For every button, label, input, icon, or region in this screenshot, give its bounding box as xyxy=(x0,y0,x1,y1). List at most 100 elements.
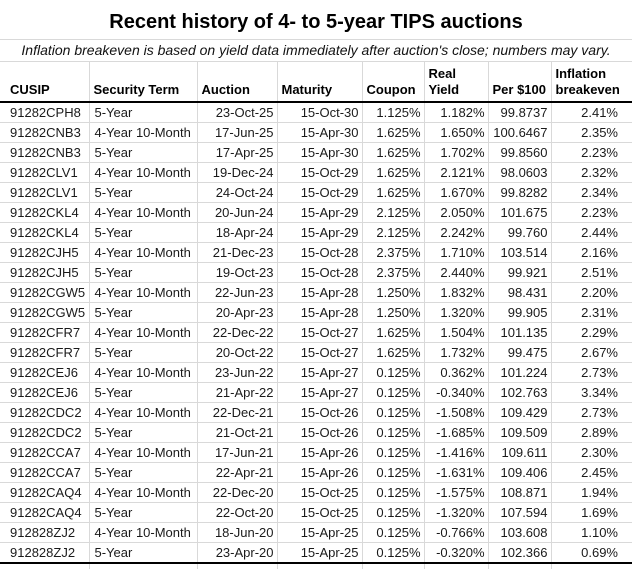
cell-cusip: 91282CAQ4 xyxy=(0,502,90,523)
cell-per-100: 99.760 xyxy=(487,222,552,243)
cell-per-100: 109.429 xyxy=(487,402,552,423)
cell-maturity-date: 15-Oct-26 xyxy=(276,402,363,423)
cell-inflation-breakeven: 2.32% xyxy=(550,162,632,183)
cell-auction-date: 21-Oct-21 xyxy=(196,422,278,443)
table-body: 91282CPH8 5-Year 23-Oct-25 15-Oct-30 1.1… xyxy=(0,101,632,564)
cell-real-yield: 1.670% xyxy=(423,182,489,203)
cell-auction-date: 17-Jun-21 xyxy=(196,442,278,463)
cell-security-term: 5-Year xyxy=(88,142,198,163)
cell-auction-date: 20-Oct-22 xyxy=(196,342,278,363)
cell-per-100: 99.8282 xyxy=(487,182,552,203)
cell-real-yield: 2.121% xyxy=(423,162,489,183)
cell-maturity-date: 15-Oct-25 xyxy=(276,482,363,503)
cell-per-100: 101.224 xyxy=(487,362,552,383)
cell-inflation-breakeven: 2.51% xyxy=(550,262,632,283)
column-header-cusip: CUSIP xyxy=(0,62,90,103)
cell-maturity-date: 15-Apr-30 xyxy=(276,142,363,163)
cell-real-yield: -0.766% xyxy=(423,522,489,543)
cell-maturity-date: 15-Oct-28 xyxy=(276,242,363,263)
cell-security-term: 4-Year 10-Month xyxy=(88,402,198,423)
table-row: 91282CJH5 4-Year 10-Month 21-Dec-23 15-O… xyxy=(0,242,632,263)
cell-auction-date: 22-Dec-22 xyxy=(196,322,278,343)
cell-real-yield: 1.650% xyxy=(423,122,489,143)
column-header-security-term: Security Term xyxy=(88,62,198,103)
table-row: 91282CCA7 5-Year 22-Apr-21 15-Apr-26 0.1… xyxy=(0,462,632,483)
cell-security-term: 5-Year xyxy=(88,422,198,443)
cell-real-yield: 1.182% xyxy=(423,101,489,123)
cell-coupon: 2.375% xyxy=(361,262,425,283)
table-row: 912828ZJ2 4-Year 10-Month 18-Jun-20 15-A… xyxy=(0,522,632,543)
cell-inflation-breakeven: 1.10% xyxy=(550,522,632,543)
cell-cusip: 91282CDC2 xyxy=(0,422,90,443)
cell-real-yield: -0.340% xyxy=(423,382,489,403)
cell-cusip: 91282CFR7 xyxy=(0,322,90,343)
cell-auction-date: 22-Dec-21 xyxy=(196,402,278,423)
cell-cusip: 91282CKL4 xyxy=(0,202,90,223)
cell-real-yield: -1.631% xyxy=(423,462,489,483)
cell-security-term: 4-Year 10-Month xyxy=(88,362,198,383)
cell-security-term: 5-Year xyxy=(88,542,198,564)
cell-per-100: 99.475 xyxy=(487,342,552,363)
cell-cusip: 91282CLV1 xyxy=(0,182,90,203)
cell-cusip: 91282CAQ4 xyxy=(0,482,90,503)
cell-coupon: 0.125% xyxy=(361,422,425,443)
cell-cusip: 91282CFR7 xyxy=(0,342,90,363)
cell-cusip: 91282CLV1 xyxy=(0,162,90,183)
cell-cusip: 912828ZJ2 xyxy=(0,522,90,543)
cell-per-100: 103.608 xyxy=(487,522,552,543)
cell-auction-date: 17-Jun-25 xyxy=(196,122,278,143)
table-row: 91282CLV1 5-Year 24-Oct-24 15-Oct-29 1.6… xyxy=(0,182,632,203)
table-row: 912828ZJ2 5-Year 23-Apr-20 15-Apr-25 0.1… xyxy=(0,542,632,564)
cell-inflation-breakeven: 2.23% xyxy=(550,142,632,163)
table-row: 91282CNB3 5-Year 17-Apr-25 15-Apr-30 1.6… xyxy=(0,142,632,163)
cell-coupon: 1.625% xyxy=(361,342,425,363)
cell-cusip: 91282CDC2 xyxy=(0,402,90,423)
cell-auction-date: 23-Jun-22 xyxy=(196,362,278,383)
cell-inflation-breakeven: 2.23% xyxy=(550,202,632,223)
auction-history-table: CUSIP Security Term Auction Maturity Cou… xyxy=(0,62,632,569)
cell-security-term: 4-Year 10-Month xyxy=(88,162,198,183)
cell-per-100: 99.8560 xyxy=(487,142,552,163)
cell-security-term: 4-Year 10-Month xyxy=(88,482,198,503)
table-row: 91282CAQ4 5-Year 22-Oct-20 15-Oct-25 0.1… xyxy=(0,502,632,523)
cell-maturity-date: 15-Oct-27 xyxy=(276,322,363,343)
cell-cusip: 91282CJH5 xyxy=(0,262,90,283)
cell-auction-date: 19-Dec-24 xyxy=(196,162,278,183)
cell-coupon: 0.125% xyxy=(361,542,425,564)
table-row: 91282CNB3 4-Year 10-Month 17-Jun-25 15-A… xyxy=(0,122,632,143)
cell-per-100: 101.135 xyxy=(487,322,552,343)
cell-maturity-date: 15-Apr-29 xyxy=(276,202,363,223)
cell-security-term: 5-Year xyxy=(88,101,198,123)
cell-auction-date: 22-Oct-20 xyxy=(196,502,278,523)
cell-auction-date: 17-Apr-25 xyxy=(196,142,278,163)
cell-auction-date: 22-Dec-20 xyxy=(196,482,278,503)
cell-per-100: 100.6467 xyxy=(487,122,552,143)
cell-auction-date: 18-Apr-24 xyxy=(196,222,278,243)
cell-cusip: 91282CEJ6 xyxy=(0,382,90,403)
cell-maturity-date: 15-Apr-25 xyxy=(276,522,363,543)
cell-auction-date: 23-Apr-20 xyxy=(196,542,278,564)
cell-coupon: 0.125% xyxy=(361,382,425,403)
cell-security-term: 4-Year 10-Month xyxy=(88,522,198,543)
cell-auction-date: 24-Oct-24 xyxy=(196,182,278,203)
cell-auction-date: 21-Apr-22 xyxy=(196,382,278,403)
cell-inflation-breakeven: 0.69% xyxy=(550,542,632,564)
cell-coupon: 1.625% xyxy=(361,182,425,203)
cell-maturity-date: 15-Oct-28 xyxy=(276,262,363,283)
cell-auction-date: 22-Jun-23 xyxy=(196,282,278,303)
cell-auction-date: 23-Oct-25 xyxy=(196,101,278,123)
table-row: 91282CFR7 5-Year 20-Oct-22 15-Oct-27 1.6… xyxy=(0,342,632,363)
cell-cusip: 91282CGW5 xyxy=(0,282,90,303)
column-header-maturity: Maturity xyxy=(276,62,363,103)
cell-cusip: 91282CPH8 xyxy=(0,101,90,123)
cell-security-term: 4-Year 10-Month xyxy=(88,202,198,223)
cell-per-100: 98.0603 xyxy=(487,162,552,183)
cell-maturity-date: 15-Apr-29 xyxy=(276,222,363,243)
cell-real-yield: -1.508% xyxy=(423,402,489,423)
cell-real-yield: -1.320% xyxy=(423,502,489,523)
cell-cusip: 91282CNB3 xyxy=(0,122,90,143)
table-row: 91282CDC2 5-Year 21-Oct-21 15-Oct-26 0.1… xyxy=(0,422,632,443)
column-header-auction: Auction xyxy=(196,62,278,103)
cell-real-yield: -1.685% xyxy=(423,422,489,443)
cell-real-yield: 0.362% xyxy=(423,362,489,383)
